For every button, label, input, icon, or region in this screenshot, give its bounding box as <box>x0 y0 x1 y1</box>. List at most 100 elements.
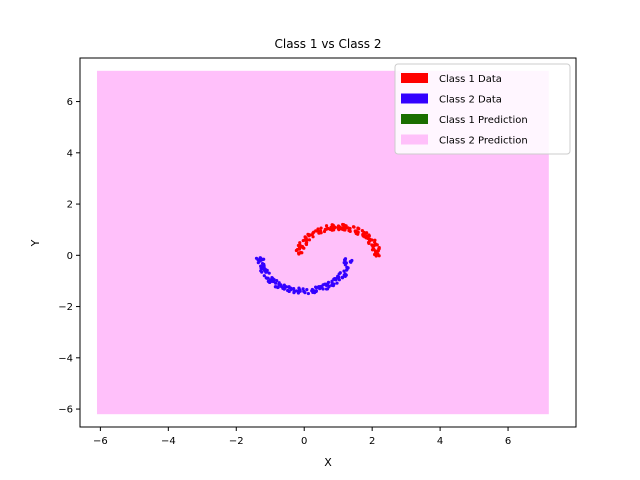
y-tick-label: −6 <box>58 405 73 416</box>
data-point-series-2 <box>256 260 260 265</box>
data-point-series-2 <box>262 257 266 261</box>
data-point-series-1 <box>371 244 376 248</box>
data-point-series-2 <box>316 285 320 289</box>
data-point-series-1 <box>367 241 371 246</box>
data-point-series-1 <box>296 243 301 248</box>
data-point-series-1 <box>310 233 314 237</box>
data-point-series-2 <box>344 268 349 272</box>
data-point-series-1 <box>348 229 352 233</box>
data-point-series-2 <box>321 287 325 291</box>
data-point-series-2 <box>298 289 302 293</box>
x-tick-label: −2 <box>229 436 244 447</box>
y-tick-label: 2 <box>67 200 73 211</box>
data-point-series-1 <box>303 238 307 242</box>
legend-label: Class 2 Data <box>439 95 502 106</box>
legend-box <box>394 63 571 155</box>
data-point-series-2 <box>271 279 275 283</box>
data-point-series-2 <box>289 286 293 290</box>
data-point-series-2 <box>259 266 263 270</box>
data-point-series-2 <box>258 256 263 260</box>
data-point-series-1 <box>323 227 327 232</box>
data-point-series-2 <box>336 274 340 278</box>
data-point-series-1 <box>333 225 337 229</box>
x-tick-label: 2 <box>369 436 375 447</box>
data-point-series-2 <box>287 289 291 294</box>
legend-label: Class 1 Data <box>439 74 502 85</box>
data-point-series-1 <box>319 226 323 230</box>
data-point-series-1 <box>324 224 329 228</box>
data-point-series-2 <box>273 285 277 289</box>
data-point-series-2 <box>263 267 267 271</box>
data-point-series-1 <box>360 228 364 233</box>
data-point-series-1 <box>371 247 375 251</box>
legend-swatch <box>401 93 428 104</box>
data-point-series-2 <box>303 291 307 295</box>
data-point-series-1 <box>343 223 347 228</box>
data-point-series-1 <box>338 226 342 230</box>
data-point-series-2 <box>270 275 274 280</box>
data-point-series-2 <box>262 274 266 278</box>
data-point-series-1 <box>355 230 359 234</box>
y-tick-label: −4 <box>58 353 73 364</box>
data-point-series-1 <box>304 242 309 247</box>
data-point-series-2 <box>323 282 327 286</box>
data-point-series-2 <box>324 287 329 291</box>
data-point-series-2 <box>292 287 296 291</box>
data-point-series-1 <box>298 241 302 245</box>
data-point-series-2 <box>279 284 284 289</box>
data-point-series-2 <box>266 279 270 283</box>
y-tick-label: 4 <box>67 148 73 159</box>
data-point-series-2 <box>342 269 346 273</box>
data-point-series-2 <box>319 284 323 289</box>
data-point-series-1 <box>364 234 369 238</box>
data-point-series-2 <box>305 288 309 292</box>
data-point-series-2 <box>334 278 338 282</box>
x-tick-label: 4 <box>437 436 443 447</box>
legend-label: Class 2 Prediction <box>439 136 528 147</box>
data-point-series-2 <box>265 270 269 274</box>
data-point-series-2 <box>335 281 339 285</box>
data-point-series-2 <box>260 270 264 274</box>
data-point-series-2 <box>301 287 305 291</box>
y-tick-label: 6 <box>67 97 73 108</box>
legend-swatch <box>401 73 428 83</box>
data-point-series-1 <box>356 226 360 230</box>
data-point-series-2 <box>344 273 348 277</box>
data-point-series-1 <box>297 247 302 251</box>
data-point-series-2 <box>254 256 259 260</box>
y-axis-label: Y <box>29 239 42 247</box>
data-point-series-2 <box>343 258 347 263</box>
axis-ticks: −6 −4 −2 0 2 4 6 −6 −4 −2 0 2 4 6 <box>58 97 511 447</box>
data-point-series-2 <box>337 272 341 276</box>
x-axis-label: X <box>324 456 332 469</box>
data-point-series-2 <box>275 279 279 283</box>
data-point-series-1 <box>328 227 332 231</box>
legend-label: Class 1 Prediction <box>439 115 528 126</box>
data-point-series-1 <box>374 250 378 254</box>
data-point-series-1 <box>332 228 336 232</box>
data-point-series-1 <box>352 225 356 229</box>
legend: Class 1 Data Class 2 Data Class 1 Predicti… <box>394 63 571 155</box>
data-point-series-2 <box>350 258 354 263</box>
data-point-series-2 <box>314 285 318 289</box>
data-point-series-1 <box>362 232 366 236</box>
data-point-series-1 <box>307 238 312 242</box>
y-tick-label: −2 <box>58 302 73 313</box>
y-tick-label: 0 <box>67 251 73 262</box>
x-tick-label: 0 <box>301 436 307 447</box>
x-tick-label: −4 <box>161 436 176 447</box>
data-point-series-2 <box>306 291 311 296</box>
chart-title: Class 1 vs Class 2 <box>274 37 381 51</box>
data-point-series-2 <box>340 276 345 280</box>
plot-frame <box>79 57 577 428</box>
data-point-series-1 <box>300 245 305 249</box>
data-point-series-2 <box>313 290 317 294</box>
legend-swatch <box>401 114 428 124</box>
data-point-series-2 <box>262 262 266 266</box>
data-point-series-1 <box>376 249 380 253</box>
data-point-series-1 <box>365 231 369 235</box>
data-point-series-2 <box>276 285 280 290</box>
data-point-series-1 <box>370 238 374 242</box>
x-tick-label: 6 <box>505 436 511 447</box>
